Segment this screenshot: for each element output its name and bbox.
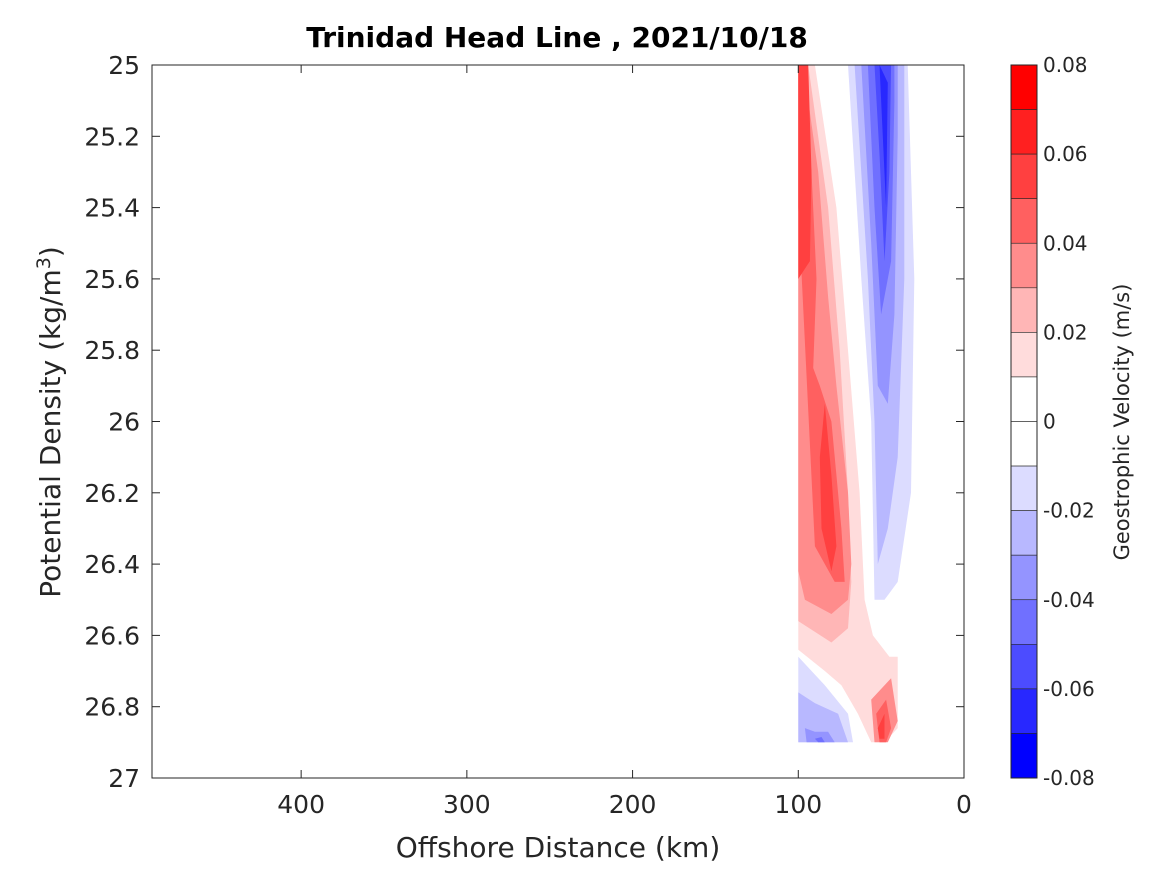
contour-pos-level5 <box>798 65 812 279</box>
colorbar-tick-label: 0 <box>1043 410 1056 434</box>
colorbar-label: Geostrophic Velocity (m/s) <box>1110 284 1134 561</box>
colorbar-level <box>1010 421 1038 467</box>
colorbar-tick-label: 0.02 <box>1043 320 1088 344</box>
y-tick-label: 26.6 <box>84 621 140 650</box>
colorbar-tick-label: -0.08 <box>1043 766 1095 790</box>
contour-regions <box>798 65 915 743</box>
y-tick-label: 25.2 <box>84 122 140 151</box>
contour-neg-lower-inner <box>814 737 825 743</box>
contour-pos-lower-l5 <box>877 713 885 739</box>
y-tick-label: 26 <box>108 408 140 437</box>
contour-pos-level5b <box>819 403 837 572</box>
colorbar-level <box>1010 109 1038 155</box>
colorbar <box>1010 64 1038 779</box>
x-tick-label: 200 <box>609 790 657 819</box>
contour-neg-lower-core <box>804 728 835 743</box>
colorbar-level <box>1010 510 1038 556</box>
x-tick-label: 300 <box>443 790 491 819</box>
colorbar-level <box>1010 153 1038 199</box>
chart-title: Trinidad Head Line , 2021/10/18 <box>306 21 808 54</box>
y-axis: 25 25.2 25.4 25.6 25.8 26 26.2 26.4 26.6 26.8 27 <box>84 51 964 793</box>
contour-neg-upper-l6 <box>879 65 888 208</box>
y-axis-label: Potential Density (kg/m3) <box>33 246 67 598</box>
y-tick-label: 27 <box>108 764 140 793</box>
x-tick-label: 400 <box>277 790 325 819</box>
colorbar-tick-label: -0.06 <box>1043 677 1095 701</box>
colorbar-frame <box>1010 64 1038 779</box>
colorbar-level <box>1010 688 1038 734</box>
y-tick-label: 26.8 <box>84 693 140 722</box>
y-tick-label: 25.8 <box>84 336 140 365</box>
colorbar-level <box>1010 376 1038 422</box>
colorbar-tick-label: -0.02 <box>1043 499 1095 523</box>
x-axis: 400 300 200 100 0 <box>277 65 972 819</box>
contour-neg-lower-mid <box>798 692 848 743</box>
colorbar-ticks: 0.08 0.06 0.04 0.02 0 -0.02 -0.04 -0.06 -0.08 <box>1043 53 1095 790</box>
y-tick-label: 25.4 <box>84 194 140 223</box>
x-tick-label: 100 <box>774 790 822 819</box>
colorbar-tick-label: -0.04 <box>1043 588 1095 612</box>
colorbar-level <box>1010 465 1038 511</box>
colorbar-level <box>1010 332 1038 378</box>
colorbar-tick-label: 0.04 <box>1043 231 1088 255</box>
x-axis-label: Offshore Distance (km) <box>396 831 721 864</box>
x-tick-label: 0 <box>956 790 972 819</box>
colorbar-level <box>1010 64 1038 110</box>
colorbar-level <box>1010 287 1038 333</box>
colorbar-level <box>1010 554 1038 601</box>
colorbar-level <box>1010 733 1038 779</box>
y-tick-label: 25 <box>108 51 140 80</box>
colorbar-tick-label: 0.08 <box>1043 53 1088 77</box>
colorbar-level <box>1010 644 1038 690</box>
y-tick-label: 26.4 <box>84 550 140 579</box>
colorbar-level <box>1010 599 1038 645</box>
y-tick-label: 26.2 <box>84 479 140 508</box>
colorbar-level <box>1010 198 1038 244</box>
y-tick-label: 25.6 <box>84 265 140 294</box>
colorbar-tick-label: 0.06 <box>1043 142 1088 166</box>
colorbar-level <box>1010 242 1038 289</box>
